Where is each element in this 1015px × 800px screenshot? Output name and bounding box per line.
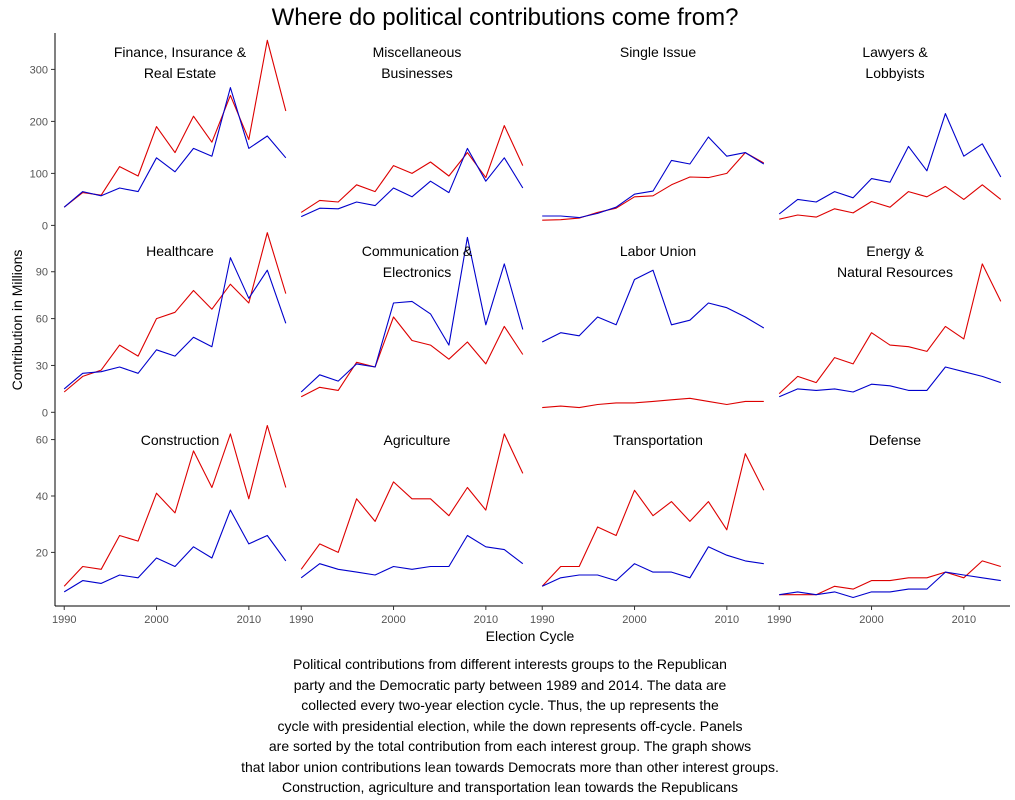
- y-tick-label: 0: [42, 220, 48, 232]
- x-tick-label: 1990: [289, 614, 313, 626]
- y-tick-label: 60: [36, 314, 48, 326]
- republican-line: [779, 184, 1002, 220]
- republican-line: [300, 316, 524, 398]
- facet-title: Single Issue: [620, 44, 696, 60]
- facet-title: Transportation: [613, 432, 703, 448]
- x-tick-label: 2000: [144, 614, 168, 626]
- republican-line: [542, 397, 764, 409]
- y-tick-label: 40: [36, 491, 48, 503]
- republican-line: [778, 263, 1002, 395]
- republican-line: [63, 232, 287, 393]
- chart-panels: Finance, Insurance & Real Estate Miscellan…: [63, 39, 1002, 599]
- x-tick-label: 1990: [767, 614, 791, 626]
- x-tick-label: 1990: [52, 614, 76, 626]
- facet-title: Healthcare: [146, 243, 214, 259]
- y-tick-label: 20: [36, 547, 48, 559]
- x-tick-label: 2010: [715, 614, 739, 626]
- y-tick-label: 90: [36, 267, 48, 279]
- x-tick-label: 2010: [237, 614, 261, 626]
- x-tick-label: 2000: [622, 614, 646, 626]
- y-axis-title: Contribution in Millions: [9, 250, 25, 391]
- facet-title: Lawyers &: [862, 44, 928, 60]
- facet-title: Labor Union: [620, 243, 696, 259]
- republican-line: [300, 125, 524, 213]
- facet-panel: Construction: [63, 424, 287, 593]
- facet-title: Finance, Insurance &: [114, 44, 247, 60]
- x-tick-label: 2010: [474, 614, 498, 626]
- democratic-line: [778, 366, 1001, 398]
- x-axis-title: Election Cycle: [486, 628, 575, 644]
- democratic-line: [542, 136, 765, 219]
- democratic-line: [541, 269, 765, 343]
- x-tick-label: 1990: [530, 614, 554, 626]
- figure-caption: Political contributions from different i…: [150, 654, 870, 798]
- facet-title: Lobbyists: [865, 65, 924, 81]
- caption-line: are sorted by the total contribution fro…: [268, 738, 752, 754]
- facet-title: Communication &: [362, 243, 473, 259]
- democratic-line: [779, 571, 1001, 599]
- caption-line: Construction, agriculture and transporta…: [281, 779, 739, 795]
- republican-line: [300, 433, 524, 570]
- facet-panel: Labor Union: [541, 243, 765, 409]
- democratic-line: [300, 236, 524, 393]
- y-tick-label: 100: [30, 168, 48, 180]
- facet-title: Miscellaneous: [373, 44, 462, 60]
- facet-panel: Transportation: [541, 432, 765, 587]
- democratic-line: [63, 257, 287, 390]
- facet-title: Natural Resources: [837, 264, 953, 280]
- y-axes: 0 100 200 300 0 30 60 90 20 40 60: [30, 33, 56, 606]
- facet-panel: Agriculture: [300, 432, 524, 579]
- y-tick-label: 60: [36, 435, 48, 447]
- facet-panel: Healthcare: [63, 232, 287, 393]
- facet-title: Defense: [869, 432, 921, 448]
- caption-line: that labor union contributions lean towa…: [241, 758, 779, 775]
- chart-title: Where do political contributions come fr…: [272, 4, 739, 31]
- facet-panel: Energy & Natural Resources: [778, 243, 1002, 398]
- democratic-line: [63, 87, 287, 208]
- republican-line: [63, 424, 287, 587]
- faceted-line-chart: Where do political contributions come fr…: [9, 4, 1010, 644]
- y-tick-label: 30: [36, 360, 48, 372]
- republican-line: [541, 453, 765, 587]
- facet-title: Real Estate: [144, 65, 217, 81]
- democratic-line: [541, 546, 764, 587]
- x-tick-label: 2000: [859, 614, 883, 626]
- democratic-line: [63, 509, 287, 593]
- y-tick-label: 0: [42, 407, 48, 419]
- republican-line: [63, 39, 287, 208]
- democratic-line: [300, 147, 524, 218]
- facet-title: Construction: [141, 432, 220, 448]
- democratic-line: [300, 534, 524, 579]
- x-tick-label: 2000: [381, 614, 405, 626]
- facet-panel: Miscellaneous Businesses: [300, 44, 524, 218]
- facet-panel: Defense: [779, 432, 1001, 599]
- y-tick-label: 300: [30, 64, 48, 76]
- facet-panel: Communication & Electronics: [300, 236, 524, 398]
- facet-panel: Lawyers & Lobbyists: [778, 44, 1002, 220]
- facet-title: Agriculture: [384, 432, 451, 448]
- republican-line: [779, 560, 1001, 596]
- facet-title: Energy &: [866, 243, 924, 259]
- x-tick-label: 2010: [952, 614, 976, 626]
- caption-line: Political contributions from different i…: [293, 656, 727, 672]
- x-axes: 1990 2000 2010 1990 2000 2010 1990 2000 2010 1990…: [52, 605, 1010, 626]
- caption-line: collected every two-year election cycle.…: [301, 697, 719, 713]
- facet-title: Businesses: [381, 65, 453, 81]
- democratic-line: [778, 113, 1002, 215]
- facet-title: Electronics: [383, 264, 451, 280]
- caption-line: cycle with presidential election, while …: [277, 717, 743, 734]
- y-tick-label: 200: [30, 116, 48, 128]
- facet-panel: Single Issue: [542, 44, 765, 221]
- republican-line: [542, 152, 765, 221]
- facet-panel: Finance, Insurance & Real Estate: [63, 39, 287, 208]
- caption-line: party and the Democratic party between 1…: [293, 676, 727, 693]
